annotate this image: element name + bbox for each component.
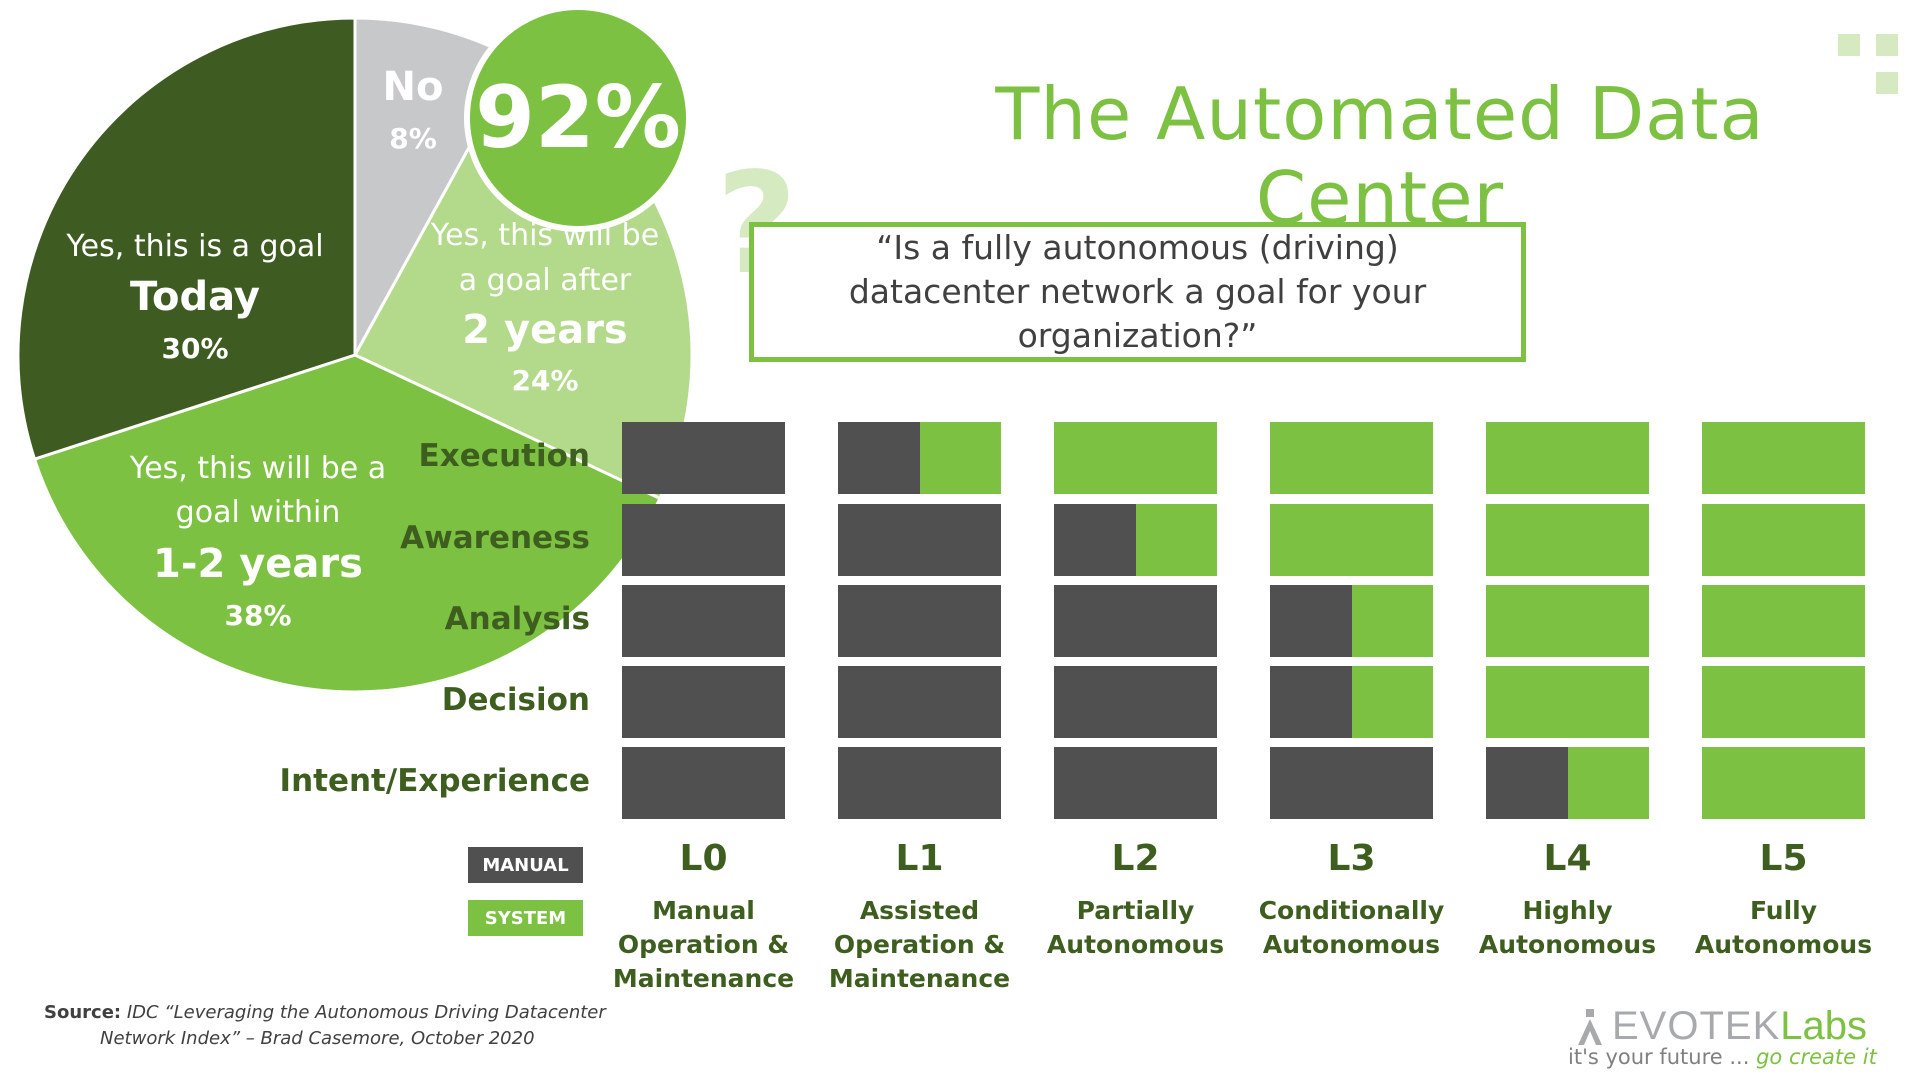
matrix-cell <box>1702 585 1865 657</box>
level-name: L3 <box>1327 838 1376 879</box>
level-description: Manual Operation & Maintenance <box>612 896 795 993</box>
highlight-circle: 92% <box>464 4 692 232</box>
matrix-cell-system-fill <box>1270 422 1433 494</box>
source-line-2: Network Index” – Brad Casemore, October … <box>100 1028 535 1049</box>
evotek-logo-icon <box>1578 1008 1602 1045</box>
matrix-cell <box>1486 666 1649 738</box>
matrix-cell <box>622 747 785 819</box>
row-label: Execution <box>418 438 590 474</box>
level-name: L1 <box>895 838 944 879</box>
decor-square <box>1876 34 1898 56</box>
matrix-cell <box>1054 585 1217 657</box>
row-label: Analysis <box>444 601 590 637</box>
pie-label-within-emphasis: 1-2 years <box>153 541 363 587</box>
matrix-cell <box>838 747 1001 819</box>
pie-value-after2: 24% <box>511 364 578 397</box>
matrix-cell-system-fill <box>1486 504 1649 576</box>
source-label: Source: <box>44 1002 122 1023</box>
matrix-cell <box>1054 666 1217 738</box>
matrix-cell <box>1270 585 1433 657</box>
row-label: Awareness <box>400 520 590 556</box>
level-description: Conditionally Autonomous <box>1258 896 1445 959</box>
highlight-value: 92% <box>475 68 681 168</box>
matrix-cell <box>1702 666 1865 738</box>
matrix-cell <box>1702 747 1865 819</box>
matrix-cell-system-fill <box>1351 666 1433 738</box>
level-name: L2 <box>1111 838 1160 879</box>
matrix-cell-system-fill <box>1702 666 1865 738</box>
source-note: Source: IDC “Leveraging the Autonomous D… <box>44 1000 606 1052</box>
level-name: L5 <box>1759 838 1808 879</box>
survey-question: “Is a fully autonomous (driving) datacen… <box>749 222 1526 362</box>
matrix-cell-system-fill <box>1486 422 1649 494</box>
matrix-cell-system-fill <box>1486 585 1649 657</box>
matrix-cell <box>1270 422 1433 494</box>
level-description: Assisted Operation & Maintenance <box>828 896 1011 993</box>
level-description: Partially Autonomous <box>1046 896 1225 959</box>
matrix-cell-system-fill <box>1702 504 1865 576</box>
matrix-cell-system-fill <box>1702 747 1865 819</box>
matrix-cell-system-fill <box>919 422 1001 494</box>
slide-title: The Automated Data Center <box>995 72 1765 240</box>
pie-slice-within12 <box>32 353 662 694</box>
matrix-cell <box>838 585 1001 657</box>
pie-value-within: 38% <box>224 599 291 632</box>
pie-value-no: 8% <box>389 122 437 155</box>
decor-square <box>1838 34 1860 56</box>
pie-label-today-line1: Yes, this is a goal <box>65 229 323 264</box>
matrix-cell <box>622 585 785 657</box>
logo-tagline-b: go create it <box>1756 1045 1877 1069</box>
matrix-cell <box>1270 747 1433 819</box>
matrix-cell <box>1054 422 1217 494</box>
matrix-cell-system-fill <box>1567 747 1649 819</box>
matrix-cell <box>1486 747 1649 819</box>
matrix-cell <box>838 666 1001 738</box>
row-label: Decision <box>441 682 590 718</box>
matrix-cell <box>1486 504 1649 576</box>
matrix-cell <box>1054 747 1217 819</box>
matrix-cell <box>1054 504 1217 576</box>
matrix-cell-system-fill <box>1486 666 1649 738</box>
decor-square <box>1876 72 1898 94</box>
pie-label-today-emphasis: Today <box>130 274 260 320</box>
pie-label-no: No <box>383 64 444 110</box>
matrix-cell <box>622 504 785 576</box>
legend-system: SYSTEM <box>468 900 583 936</box>
matrix-cell <box>838 504 1001 576</box>
level-name: L4 <box>1543 838 1592 879</box>
matrix-cell-system-fill <box>1702 422 1865 494</box>
logo-tagline-a: it's your future ... <box>1568 1045 1750 1069</box>
matrix-cell <box>622 666 785 738</box>
row-label: Intent/Experience <box>279 763 590 799</box>
brand-logo: EVOTEK Labs it's your future ... go crea… <box>1568 1004 1877 1069</box>
pie-slice-today <box>16 16 357 462</box>
pie-label-after2-emphasis: 2 years <box>462 307 628 353</box>
matrix-cell <box>1486 422 1649 494</box>
matrix-cell-system-fill <box>1702 585 1865 657</box>
level-name: L0 <box>679 838 728 879</box>
matrix-cell <box>622 422 785 494</box>
legend-manual: MANUAL <box>468 847 583 883</box>
matrix-cell-system-fill <box>1135 504 1217 576</box>
matrix-cell <box>1702 422 1865 494</box>
matrix-cell <box>1486 585 1649 657</box>
logo-brand: EVOTEK <box>1612 1004 1781 1048</box>
matrix-cell <box>1270 504 1433 576</box>
matrix-cell-system-fill <box>1351 585 1433 657</box>
logo-brand-suffix: Labs <box>1780 1004 1868 1048</box>
level-description: Fully Autonomous <box>1694 896 1873 959</box>
level-description: Highly Autonomous <box>1478 896 1657 959</box>
matrix-cell <box>1270 666 1433 738</box>
pie-label-within-line1: Yes, this will be a <box>129 451 386 486</box>
matrix-cell-system-fill <box>1270 504 1433 576</box>
pie-value-today: 30% <box>161 332 228 365</box>
matrix-cell <box>838 422 1001 494</box>
pie-label-after2-line2: a goal after <box>459 263 632 298</box>
matrix-cell <box>1702 504 1865 576</box>
matrix-cell-system-fill <box>1054 422 1217 494</box>
source-line-1: IDC “Leveraging the Autonomous Driving D… <box>126 1002 606 1023</box>
pie-label-within-line2: goal within <box>176 495 341 530</box>
